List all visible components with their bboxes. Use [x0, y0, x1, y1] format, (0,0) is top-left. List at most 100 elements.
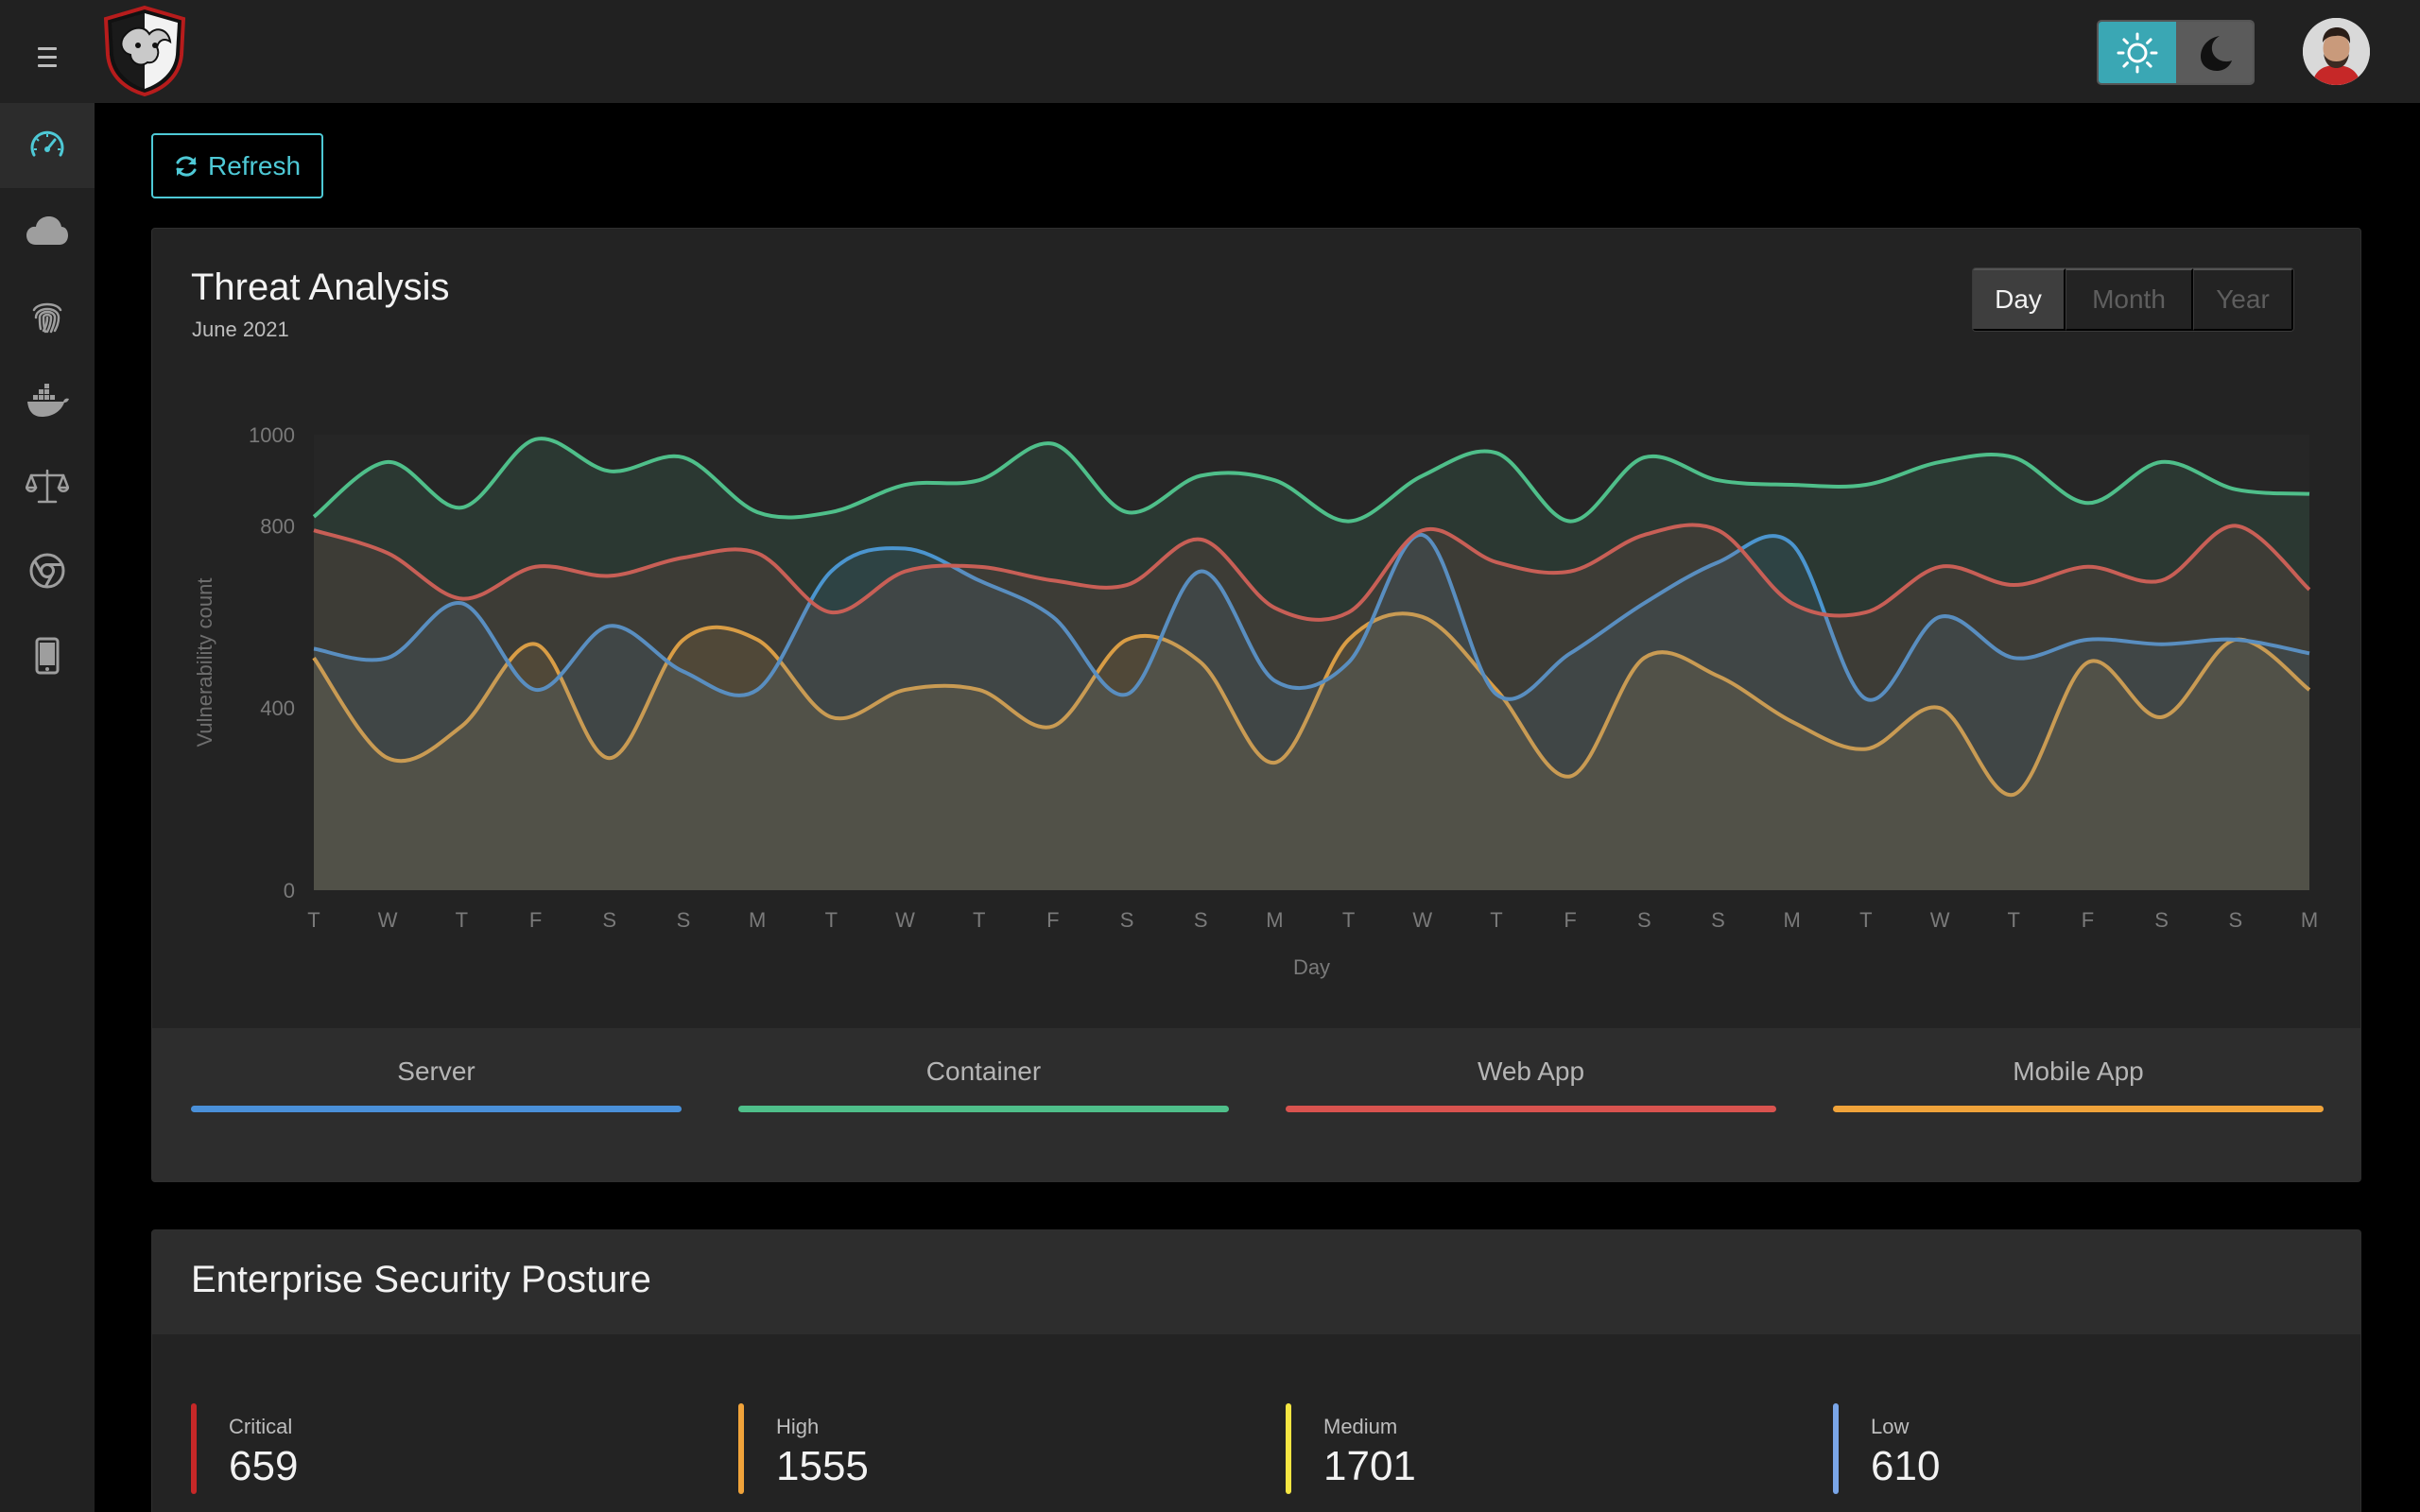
shield-logo-icon: [103, 6, 186, 96]
x-tick-label: M: [1266, 908, 1283, 932]
legend-mobile-app-swatch: [1833, 1106, 2324, 1112]
data-point-container: [2084, 500, 2090, 506]
x-axis-label: Day: [1293, 955, 1330, 979]
dark-mode-button[interactable]: [2175, 22, 2253, 83]
stat-medium-label: Medium: [1323, 1415, 1398, 1438]
threat-analysis-title: Threat Analysis: [191, 266, 450, 308]
sidebar-item-mobile[interactable]: [0, 613, 95, 698]
cloud-icon: [26, 216, 68, 245]
stat-low-bar: [1833, 1403, 1839, 1494]
data-point-container: [1050, 441, 1056, 447]
data-point-container: [1716, 477, 1721, 483]
data-point-container: [1937, 459, 1943, 465]
x-tick-label: T: [307, 908, 320, 932]
x-tick-label: S: [602, 908, 616, 932]
legend-server-label: Server: [397, 1057, 475, 1086]
security-posture-header: Enterprise Security Posture: [152, 1230, 2360, 1334]
series-line-web_app: [313, 523, 2311, 622]
x-tick-label: F: [529, 908, 542, 932]
x-tick-label: W: [378, 908, 398, 932]
data-point-container: [681, 455, 686, 460]
sidebar-item-compliance[interactable]: [0, 443, 95, 528]
top-bar: [0, 0, 2420, 103]
sidebar-item-cloud[interactable]: [0, 188, 95, 273]
threat-analysis-chart: 0 400 800 1000 T W T F S S M T W T F S S M T W T F S S M T W T F S S M V…: [193, 423, 2318, 979]
legend-container[interactable]: Container: [738, 1028, 1229, 1181]
hamburger-menu-icon[interactable]: [25, 34, 70, 79]
legend-web-app-label: Web App: [1477, 1057, 1585, 1086]
legend-mobile-app[interactable]: Mobile App: [1833, 1028, 2324, 1181]
range-year-button[interactable]: Year: [2193, 268, 2293, 331]
x-tick-label: W: [895, 908, 915, 932]
stat-high: High 1555: [738, 1403, 1211, 1494]
x-tick-label: T: [825, 908, 838, 932]
data-point-container: [1124, 509, 1130, 515]
sidebar-item-dashboard[interactable]: [0, 103, 95, 188]
data-point-container: [311, 514, 317, 520]
y-tick-label: 1000: [249, 423, 295, 447]
data-point-container: [385, 459, 390, 465]
y-tick-label: 0: [284, 879, 295, 902]
plot-area: [314, 435, 2309, 890]
series-area-server: [314, 534, 2309, 890]
x-tick-label: W: [1930, 908, 1950, 932]
data-point-container: [533, 437, 539, 442]
stat-high-label: High: [776, 1415, 820, 1438]
threat-analysis-subtitle: June 2021: [192, 318, 289, 341]
refresh-icon: [176, 155, 197, 177]
data-point-container: [828, 509, 834, 515]
x-tick-label: T: [1490, 908, 1502, 932]
sidebar-item-browser[interactable]: [0, 528, 95, 613]
x-tick-label: M: [1784, 908, 1801, 932]
x-tick-label: M: [2301, 908, 2318, 932]
x-tick-label: W: [1412, 908, 1432, 932]
chart-legend: Server Container Web App Mobile App: [152, 1028, 2360, 1181]
series-area-web_app: [314, 524, 2309, 890]
chrome-icon: [29, 553, 65, 589]
data-point-container: [1346, 519, 1352, 524]
fingerprint-icon: [32, 302, 62, 334]
user-avatar[interactable]: [2303, 18, 2370, 85]
data-point-container: [2159, 459, 2165, 465]
legend-mobile-app-label: Mobile App: [2013, 1057, 2144, 1086]
legend-web-app[interactable]: Web App: [1286, 1028, 1776, 1181]
user-avatar-icon: [2303, 18, 2370, 85]
x-tick-label: T: [2008, 908, 2020, 932]
stat-high-bar: [738, 1403, 744, 1494]
balance-scale-icon: [26, 469, 69, 504]
legend-server[interactable]: Server: [191, 1028, 682, 1181]
sidebar-item-docker[interactable]: [0, 358, 95, 443]
data-point-container: [1198, 472, 1203, 478]
data-point-container: [902, 482, 908, 488]
y-tick-label: 800: [260, 514, 295, 538]
data-point-container: [977, 477, 982, 483]
series-line-server: [313, 533, 2310, 702]
x-tick-label: S: [2228, 908, 2242, 932]
x-tick-label: T: [456, 908, 468, 932]
sidebar: [0, 103, 95, 1512]
range-day-button[interactable]: Day: [1973, 268, 2066, 331]
refresh-button[interactable]: Refresh: [151, 133, 323, 198]
x-tick-label: S: [1637, 908, 1651, 932]
stat-medium-value: 1701: [1323, 1443, 1416, 1489]
data-point-container: [1494, 450, 1499, 455]
range-month-button[interactable]: Month: [2066, 268, 2193, 331]
x-tick-label: S: [677, 908, 691, 932]
data-point-container: [1271, 477, 1277, 483]
stat-critical-value: 659: [229, 1443, 299, 1489]
series-line-container: [312, 437, 2310, 524]
x-tick-label: M: [749, 908, 766, 932]
legend-container-swatch: [738, 1106, 1229, 1112]
sun-icon: [2117, 32, 2158, 73]
stat-low: Low 610: [1833, 1403, 2306, 1494]
stat-critical-bar: [191, 1403, 197, 1494]
security-posture-title: Enterprise Security Posture: [191, 1259, 651, 1300]
data-point-container: [2233, 487, 2238, 492]
stat-critical: Critical 659: [191, 1403, 664, 1494]
mobile-phone-icon: [35, 637, 60, 675]
time-range-selector: Day Month Year: [1972, 267, 2294, 332]
data-point-container: [607, 469, 613, 474]
light-mode-button[interactable]: [2099, 22, 2176, 83]
x-tick-label: T: [1859, 908, 1872, 932]
sidebar-item-fingerprint[interactable]: [0, 273, 95, 358]
